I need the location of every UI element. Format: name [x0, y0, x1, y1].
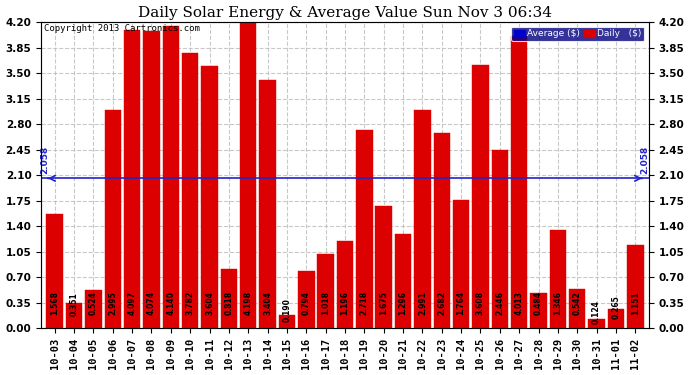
Bar	[627, 244, 644, 328]
Text: 2.991: 2.991	[418, 291, 427, 315]
Text: 0.794: 0.794	[302, 291, 310, 315]
Bar	[414, 110, 431, 328]
Bar	[144, 31, 159, 328]
Bar	[85, 290, 101, 328]
Text: 1.196: 1.196	[340, 291, 350, 315]
Bar	[279, 315, 295, 328]
Bar	[240, 22, 257, 328]
Bar	[569, 289, 586, 328]
Bar	[453, 200, 469, 328]
Text: 1.346: 1.346	[553, 291, 562, 315]
Legend: Average ($), Daily   ($): Average ($), Daily ($)	[511, 27, 644, 41]
Text: 1.296: 1.296	[399, 291, 408, 315]
Text: 0.524: 0.524	[89, 292, 98, 315]
Text: 2.058: 2.058	[640, 146, 649, 174]
Bar	[337, 241, 353, 328]
Text: 4.013: 4.013	[515, 291, 524, 315]
Title: Daily Solar Energy & Average Value Sun Nov 3 06:34: Daily Solar Energy & Average Value Sun N…	[138, 6, 552, 20]
Bar	[221, 269, 237, 328]
Bar	[491, 150, 508, 328]
Bar	[317, 254, 334, 328]
Bar	[104, 110, 121, 328]
Text: 0.484: 0.484	[534, 291, 543, 315]
Text: 4.074: 4.074	[147, 291, 156, 315]
Text: 2.718: 2.718	[360, 291, 369, 315]
Text: Copyright 2013 Cartronics.com: Copyright 2013 Cartronics.com	[44, 24, 200, 33]
Text: 0.124: 0.124	[592, 300, 601, 324]
Text: 4.198: 4.198	[244, 291, 253, 315]
Text: 2.058: 2.058	[41, 146, 50, 174]
Bar	[298, 270, 315, 328]
Bar	[124, 30, 140, 328]
Text: 2.446: 2.446	[495, 291, 504, 315]
Bar	[259, 80, 276, 328]
Text: 0.818: 0.818	[224, 291, 233, 315]
Bar	[511, 36, 527, 328]
Bar	[46, 214, 63, 328]
Bar	[66, 303, 82, 328]
Bar	[356, 130, 373, 328]
Text: 1.018: 1.018	[321, 291, 330, 315]
Text: 2.995: 2.995	[108, 292, 117, 315]
Text: 3.608: 3.608	[476, 291, 485, 315]
Text: 0.190: 0.190	[282, 298, 291, 321]
Text: 0.542: 0.542	[573, 292, 582, 315]
Text: 3.782: 3.782	[186, 291, 195, 315]
Bar	[531, 293, 546, 328]
Bar	[589, 320, 605, 328]
Bar	[608, 309, 624, 328]
Text: 0.351: 0.351	[70, 292, 79, 316]
Bar	[395, 234, 411, 328]
Text: 4.140: 4.140	[166, 291, 175, 315]
Bar	[182, 53, 199, 328]
Text: 1.568: 1.568	[50, 291, 59, 315]
Text: 3.404: 3.404	[263, 291, 272, 315]
Bar	[375, 206, 392, 328]
Text: 0.265: 0.265	[611, 295, 620, 319]
Text: 1.675: 1.675	[380, 291, 388, 315]
Text: 1.151: 1.151	[631, 292, 640, 315]
Text: 1.764: 1.764	[457, 291, 466, 315]
Bar	[163, 27, 179, 328]
Bar	[472, 65, 489, 328]
Bar	[201, 66, 218, 328]
Bar	[433, 133, 450, 328]
Text: 4.097: 4.097	[128, 291, 137, 315]
Text: 2.682: 2.682	[437, 291, 446, 315]
Text: 3.604: 3.604	[205, 291, 214, 315]
Bar	[550, 230, 566, 328]
